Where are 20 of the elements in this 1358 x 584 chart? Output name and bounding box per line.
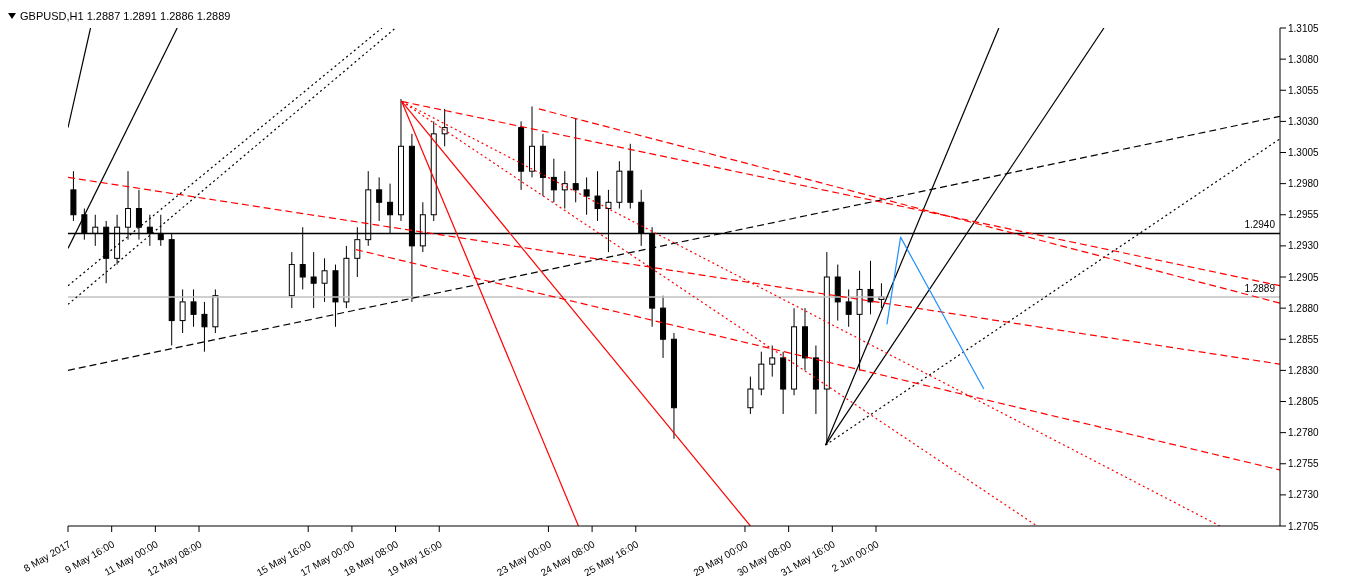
y-tick-label: 1.3005 [1288,147,1320,159]
ref-line-label: 1.2940 [1244,219,1276,231]
y-tick-label: 1.3080 [1288,53,1320,65]
y-tick-label: 1.2730 [1288,489,1320,501]
y-tick-label: 1.2855 [1288,333,1320,345]
y-tick-label: 1.3105 [1288,22,1320,34]
y-tick-label: 1.2955 [1288,209,1320,221]
y-tick-label: 1.3055 [1288,84,1320,96]
y-tick-label: 1.3030 [1288,115,1320,127]
y-tick-label: 1.2780 [1288,427,1320,439]
ref-line-label: 1.2889 [1244,282,1276,294]
y-tick-label: 1.2905 [1288,271,1320,283]
y-tick-label: 1.2755 [1288,458,1320,470]
y-tick-label: 1.2805 [1288,396,1320,408]
y-tick-label: 1.2705 [1288,520,1320,532]
y-tick-label: 1.2930 [1288,240,1320,252]
y-tick-label: 1.2830 [1288,364,1320,376]
y-tick-label: 1.2980 [1288,178,1320,190]
y-tick-label: 1.2880 [1288,302,1320,314]
chart-title: GBPUSD,H1 1.2887 1.2891 1.2886 1.2889 [20,10,231,22]
